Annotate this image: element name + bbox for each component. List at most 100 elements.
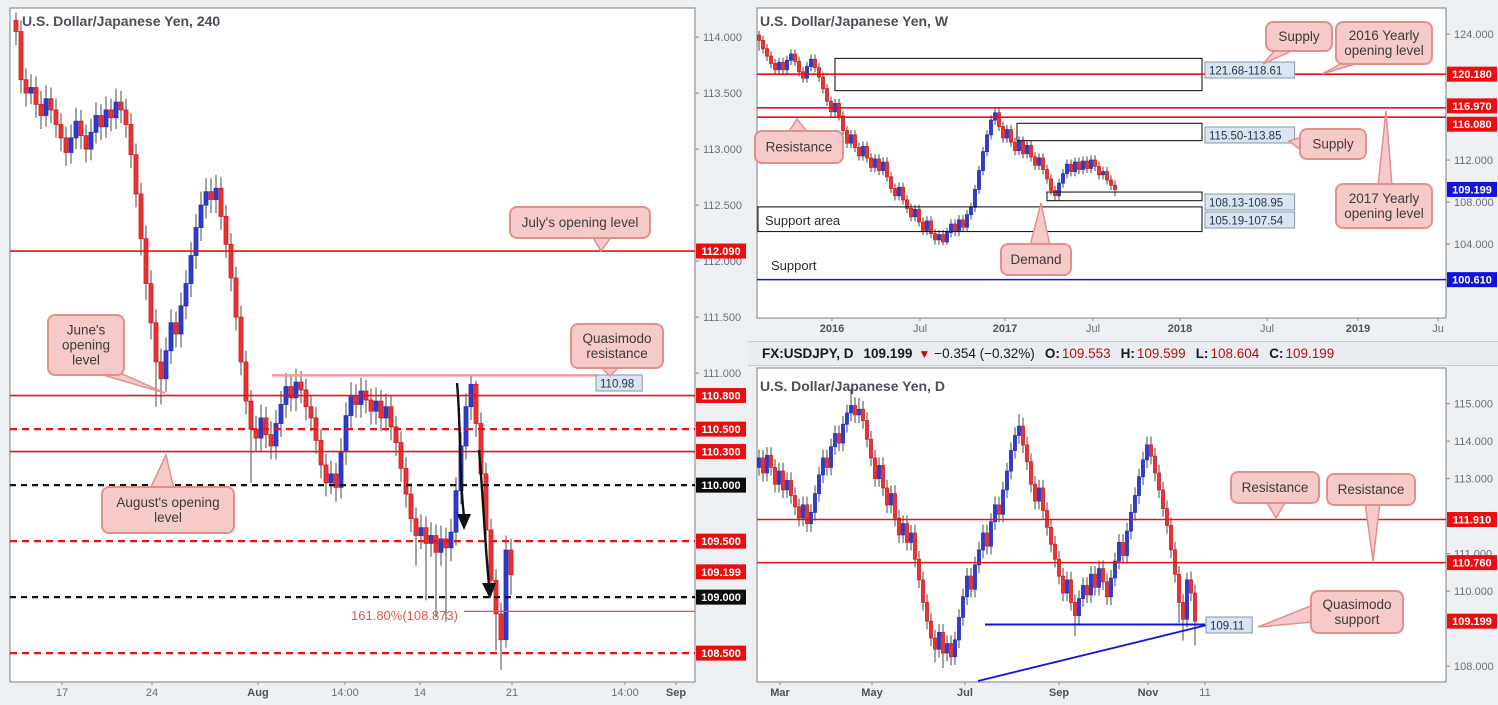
supply-demand-zone-box[interactable] (1016, 122, 1203, 142)
callout-text: opening level (1344, 206, 1424, 221)
candle-body (508, 549, 514, 576)
price-range-label-text: 110.98 (600, 379, 634, 391)
time-axis-label: 2017 (993, 323, 1017, 335)
candle-body (793, 495, 797, 508)
candle-body (1153, 455, 1157, 474)
callout-july-s-opening-level[interactable]: July's opening level (509, 206, 651, 253)
price-range-label-text: 121.68-118.61 (1209, 66, 1282, 78)
candle-body (869, 438, 873, 459)
candle-body (293, 381, 299, 399)
candle-body (845, 412, 849, 425)
candle-body (103, 109, 109, 128)
candle-body (829, 100, 833, 113)
candle-body (1085, 160, 1089, 169)
candle-body (981, 151, 985, 171)
candle-body (845, 130, 849, 144)
candlesticks (757, 30, 1117, 246)
candle-body (1077, 598, 1081, 616)
price-tag-text: 120.180 (1452, 69, 1492, 81)
candle-body (38, 103, 44, 116)
time-axis-label: 2016 (820, 323, 844, 335)
candle-body (1117, 541, 1121, 562)
candle-body (188, 255, 194, 284)
candle-body (801, 504, 805, 519)
callout-supply[interactable]: Supply (1262, 21, 1333, 65)
candle-body (969, 206, 973, 216)
candle-body (1193, 592, 1197, 622)
candle-body (1085, 585, 1089, 596)
down-arrow-icon: ▼ (918, 346, 931, 361)
candle-body (158, 361, 164, 380)
supply-demand-zone-box[interactable] (757, 206, 1203, 233)
candle-body (388, 406, 394, 428)
price-tag (1447, 613, 1497, 629)
callout-bubble (1299, 128, 1367, 160)
price-tag (1447, 181, 1497, 197)
candle-body (138, 193, 144, 240)
candle-body (1129, 511, 1133, 532)
candle-body (925, 220, 929, 231)
candle-body (757, 34, 761, 41)
candle-body (63, 137, 69, 153)
candle-body (885, 161, 889, 178)
candle-body (853, 405, 857, 416)
candle-body (1009, 129, 1013, 143)
candle-body (88, 131, 94, 150)
price-tag-text: 109.199 (701, 567, 741, 579)
candle-body (128, 124, 134, 156)
candle-body (901, 186, 905, 201)
price-tag-text: 110.760 (1452, 558, 1491, 570)
candle-body (308, 406, 314, 419)
candle-body (473, 383, 479, 424)
candle-body (961, 596, 965, 618)
candle-body (877, 158, 881, 171)
trend-line-drawing[interactable] (977, 624, 1208, 682)
candle-body (813, 58, 817, 69)
candle-body (1065, 163, 1069, 175)
chart-panel-weekly[interactable]: 121.68-118.61 115.50-113.85 108.13-108.95 1… (748, 0, 1498, 341)
drawn-arrow[interactable] (455, 382, 466, 517)
time-axis-label: Aug (247, 687, 268, 699)
callout-text: Resistance (1338, 482, 1405, 497)
chart-panel-daily[interactable]: 109.11 Resistance Resistance Quasimodo suppo… (748, 366, 1498, 705)
candle-body (909, 207, 913, 218)
candle-body (1073, 601, 1077, 616)
candle-body (1105, 171, 1109, 181)
candle-body (893, 187, 897, 197)
callout-resistance[interactable]: Resistance (1326, 473, 1416, 562)
candle-body (28, 87, 34, 94)
candle-body (861, 145, 865, 157)
candle-body (18, 31, 24, 81)
candle-body (398, 442, 404, 469)
arrow-head[interactable] (482, 583, 496, 599)
candle-body (463, 406, 469, 447)
price-axis-label: 114.000 (703, 32, 742, 44)
drawn-arrow[interactable] (477, 449, 491, 586)
callout-text: Resistance (766, 140, 833, 155)
candle-body (865, 420, 869, 440)
price-tag (696, 533, 746, 549)
candle-body (168, 322, 174, 352)
callout-resistance[interactable]: Resistance (1230, 471, 1320, 520)
chart-panel-4h[interactable]: 110.98 161.80%(108.873) July's opening lev… (0, 0, 748, 705)
callout-bubble (570, 323, 664, 369)
arrow-head[interactable] (457, 514, 471, 530)
candle-body (1113, 560, 1117, 579)
supply-demand-zone-box[interactable] (1046, 191, 1203, 202)
callout-demand[interactable]: Demand (1000, 202, 1072, 276)
candle-body (817, 67, 821, 78)
candle-body (1081, 160, 1085, 170)
callout-resistance[interactable]: Resistance (754, 117, 844, 164)
candle-body (68, 137, 74, 153)
candle-body (777, 470, 781, 485)
candle-body (1021, 140, 1025, 155)
time-axis: 2016 Jul 2017 Jul 2018 Jul 2019 Ju (820, 318, 1444, 335)
callout-supply[interactable]: Supply (1287, 128, 1367, 160)
candle-body (1113, 184, 1117, 190)
